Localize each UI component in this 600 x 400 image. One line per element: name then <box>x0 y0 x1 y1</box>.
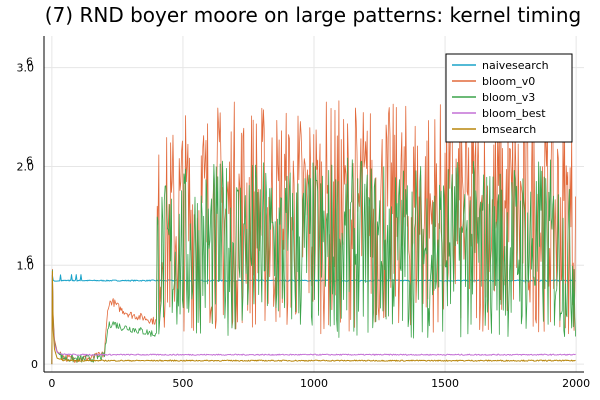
chart-title: (7) RND boyer moore on large patterns: k… <box>45 3 581 27</box>
axes <box>43 36 584 373</box>
series-line-bmsearch <box>51 270 576 365</box>
y-tick-label: 1.06 <box>17 253 35 272</box>
legend: naivesearch bloom_v0 bloom_v3 bloom_bestbms… <box>445 53 573 143</box>
x-tick-label: 1500 <box>431 377 459 390</box>
y-tick-label: 3.06 <box>17 56 35 75</box>
y-tick-exponent: 6 <box>26 253 33 266</box>
x-tick-label: 500 <box>172 377 193 390</box>
legend-label: naivesearch <box>482 59 549 72</box>
series-line-bloom_v3 <box>51 157 577 365</box>
y-tick-label: 2.06 <box>17 154 35 173</box>
y-tick-exponent: 6 <box>26 154 33 167</box>
series-line-bloom_best <box>51 274 576 365</box>
legend-label: bmsearch <box>482 123 536 136</box>
y-tick-base: 2.0 <box>17 160 35 173</box>
y-tick-base: 1.0 <box>17 259 35 272</box>
x-tick-label: 0 <box>48 377 55 390</box>
legend-label: bloom_v0 <box>482 75 535 88</box>
legend-box <box>445 53 573 143</box>
x-tick-label: 2000 <box>562 377 590 390</box>
y-tick-label: 0 <box>31 358 38 371</box>
x-tick-label: 1000 <box>300 377 328 390</box>
y-tick-exponent: 6 <box>26 56 33 69</box>
y-tick-base: 0 <box>31 358 38 371</box>
series-group <box>51 98 577 365</box>
legend-label: bloom_best <box>482 107 546 120</box>
legend-label: bloom_v3 <box>482 91 535 104</box>
y-tick-base: 3.0 <box>17 62 35 75</box>
